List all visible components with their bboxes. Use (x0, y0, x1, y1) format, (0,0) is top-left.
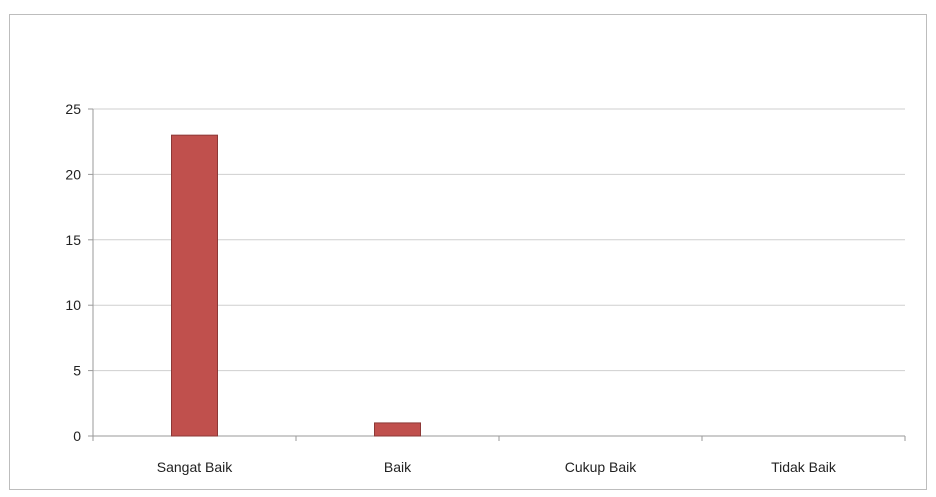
y-tick-labels: 0 5 10 15 20 25 (65, 101, 81, 444)
y-tick-label: 5 (73, 363, 81, 379)
y-tick-label: 25 (65, 101, 81, 117)
category-label: Cukup Baik (565, 459, 638, 475)
category-label: Baik (384, 459, 412, 475)
chart-frame (9, 14, 927, 490)
bars (171, 134, 421, 437)
bar-sangat-baik (171, 134, 218, 437)
bar-baik (374, 422, 421, 437)
y-tick-label: 15 (65, 232, 81, 248)
category-labels: Sangat Baik Baik Cukup Baik Tidak Baik (157, 459, 837, 475)
axes (88, 108, 906, 441)
y-tick-label: 0 (73, 428, 81, 444)
category-label: Sangat Baik (157, 459, 233, 475)
y-tick-label: 20 (65, 166, 81, 182)
gridlines (93, 108, 905, 372)
category-label: Tidak Baik (771, 459, 837, 475)
y-tick-label: 10 (65, 297, 81, 313)
